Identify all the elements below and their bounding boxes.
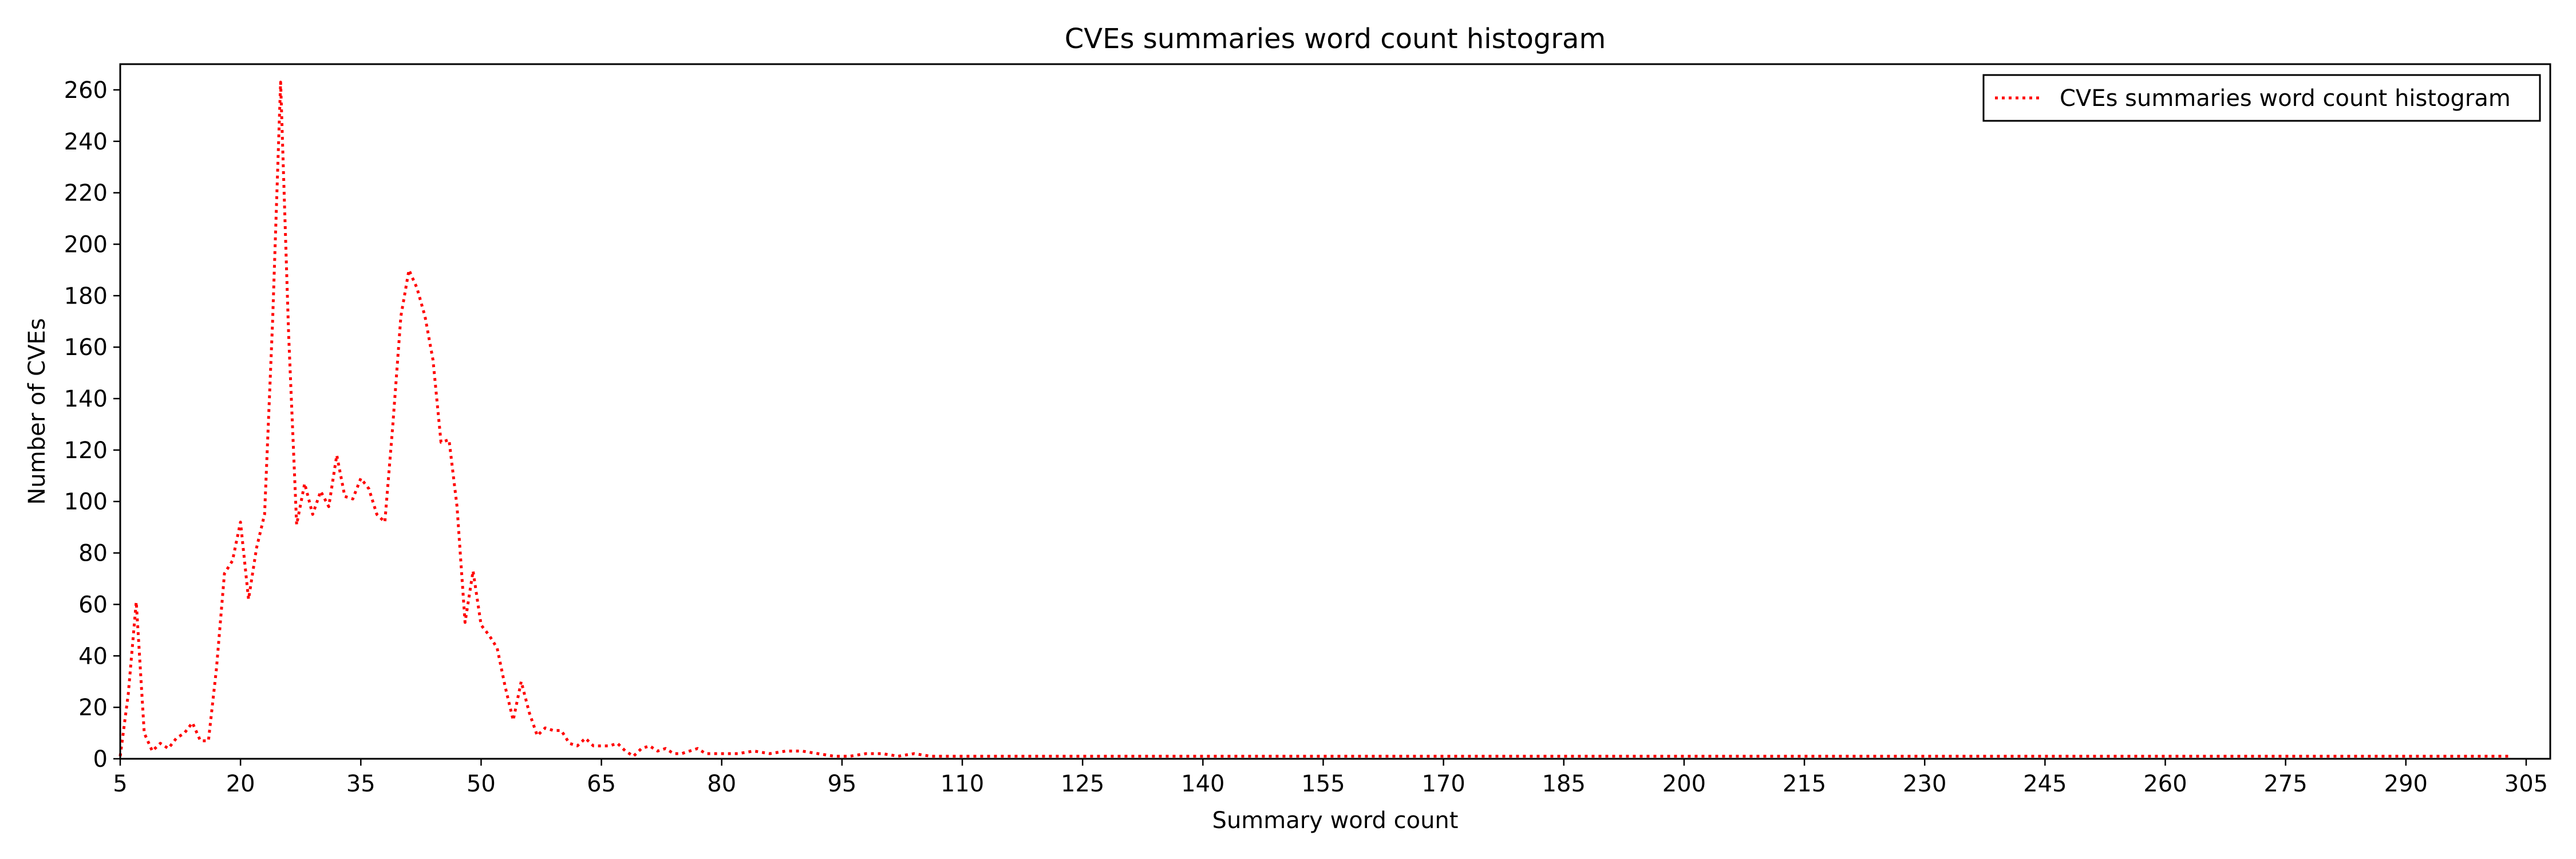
x-tick-label: 230	[1903, 771, 1946, 797]
plot-area	[118, 80, 2510, 758]
y-tick-label: 100	[64, 489, 108, 515]
y-axis: 0 20 40 60 80 100 120 140 160 180 200 220 240 260	[64, 77, 120, 773]
y-tick-label: 80	[78, 541, 108, 567]
y-tick-label: 260	[64, 77, 108, 104]
x-tick-label: 170	[1421, 771, 1465, 797]
y-tick-label: 0	[93, 746, 108, 773]
x-tick-label: 80	[707, 771, 736, 797]
y-tick-label: 60	[78, 592, 108, 618]
legend-box	[1982, 74, 2541, 122]
x-axis-title: Summary word count	[1212, 807, 1459, 834]
x-tick-label: 65	[587, 771, 616, 797]
y-tick-label: 240	[64, 129, 108, 155]
x-tick-label: 35	[346, 771, 376, 797]
x-tick-label: 5	[113, 771, 127, 797]
legend: CVEs summaries word count histogram	[1982, 74, 2541, 122]
x-tick-label: 305	[2504, 771, 2548, 797]
x-tick-label: 200	[1662, 771, 1706, 797]
x-tick-label: 275	[2263, 771, 2307, 797]
y-tick-label: 140	[64, 386, 108, 412]
x-tick-label: 110	[941, 771, 984, 797]
x-tick-label: 20	[226, 771, 255, 797]
y-tick-label: 40	[78, 643, 108, 669]
x-axis: 5 20 35 50 65 80 95 110 125 140 155 170 185 200 215 230…	[113, 759, 2548, 797]
y-axis-title: Number of CVEs	[24, 318, 50, 505]
x-tick-label: 260	[2143, 771, 2187, 797]
x-tick-label: 50	[467, 771, 496, 797]
y-tick-label: 20	[78, 695, 108, 721]
y-tick-label: 180	[64, 283, 108, 309]
x-tick-label: 140	[1181, 771, 1224, 797]
x-tick-label: 215	[1783, 771, 1826, 797]
y-tick-label: 160	[64, 334, 108, 361]
legend-entry: CVEs summaries word count histogram	[2060, 85, 2511, 112]
y-tick-label: 120	[64, 438, 108, 464]
x-tick-label: 245	[2023, 771, 2067, 797]
x-tick-label: 125	[1061, 771, 1104, 797]
x-tick-label: 185	[1542, 771, 1586, 797]
x-tick-label: 155	[1301, 771, 1345, 797]
y-tick-label: 220	[64, 180, 108, 207]
y-tick-label: 200	[64, 231, 108, 258]
plot-frame	[119, 63, 2551, 760]
chart-title: CVEs summaries word count histogram	[1065, 23, 1606, 55]
series-line	[118, 80, 2510, 758]
x-tick-label: 290	[2384, 771, 2428, 797]
x-tick-label: 95	[827, 771, 856, 797]
